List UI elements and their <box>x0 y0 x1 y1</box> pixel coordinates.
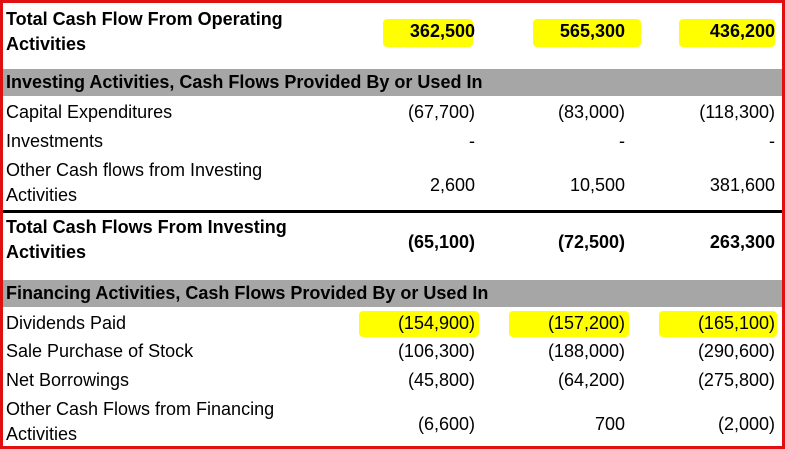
row-label: Other Cash flows from Investing Activiti… <box>6 160 263 205</box>
row-label: Net Borrowings <box>6 370 130 390</box>
row-sale-purchase-stock: Sale Purchase of Stock (106,300) (188,00… <box>3 339 782 367</box>
section-header-investing: Investing Activities, Cash Flows Provide… <box>3 69 782 96</box>
row-operating-total: Total Cash Flow From Operating Activitie… <box>3 7 782 59</box>
highlight-op-total-1 <box>383 19 473 47</box>
value-col-1: (45,800) <box>407 370 475 390</box>
value-col-2: (83,000) <box>557 102 625 122</box>
value-col-3: (118,300) <box>699 102 775 122</box>
highlight-dividends-1 <box>359 311 479 337</box>
row-investments: Investments - - - <box>3 129 782 157</box>
value-col-2: 10,500 <box>569 175 625 195</box>
value-col-2: (64,200) <box>557 370 625 390</box>
value-col-2: (188,000) <box>547 341 625 361</box>
row-other-financing: Other Cash Flows from Financing Activiti… <box>3 397 782 446</box>
value-col-2: 565,300 <box>559 21 625 41</box>
value-col-2: (72,500) <box>557 232 625 252</box>
row-label: Capital Expenditures <box>6 102 173 122</box>
row-label: Sale Purchase of Stock <box>6 341 194 361</box>
value-col-2: - <box>619 131 625 151</box>
value-col-1: (154,900) <box>397 313 475 333</box>
value-col-3: (275,800) <box>697 370 775 390</box>
value-col-3: (165,100) <box>697 313 775 333</box>
row-other-investing: Other Cash flows from Investing Activiti… <box>3 158 782 210</box>
highlight-op-total-2 <box>533 19 641 47</box>
value-col-1: (106,300) <box>397 341 475 361</box>
value-col-1: (65,100) <box>407 232 475 252</box>
highlight-dividends-2 <box>509 311 629 337</box>
section-title: Financing Activities, Cash Flows Provide… <box>6 283 489 303</box>
row-net-borrowings: Net Borrowings (45,800) (64,200) (275,80… <box>3 368 782 396</box>
row-dividends-paid: Dividends Paid (154,900) (157,200) (165,… <box>3 311 782 339</box>
row-label: Total Cash Flow From Operating Activitie… <box>6 9 283 54</box>
value-col-3: 381,600 <box>709 175 775 195</box>
value-col-3: 436,200 <box>709 21 775 41</box>
value-col-2: 700 <box>594 414 625 434</box>
divider <box>3 210 782 213</box>
section-header-financing: Financing Activities, Cash Flows Provide… <box>3 280 782 307</box>
value-col-1: 362,500 <box>409 21 475 41</box>
row-label: Dividends Paid <box>6 313 127 333</box>
section-title: Investing Activities, Cash Flows Provide… <box>6 72 483 92</box>
value-col-1: (6,600) <box>417 414 475 434</box>
row-label: Total Cash Flows From Investing Activiti… <box>6 217 287 262</box>
row-label: Other Cash Flows from Financing Activiti… <box>6 399 275 444</box>
value-col-3: 263,300 <box>709 232 775 252</box>
value-col-3: - <box>769 131 775 151</box>
row-label: Investments <box>6 131 104 151</box>
row-capital-expenditures: Capital Expenditures (67,700) (83,000) (… <box>3 100 782 128</box>
highlight-dividends-3 <box>659 311 777 337</box>
value-col-3: (2,000) <box>717 414 775 434</box>
value-col-2: (157,200) <box>547 313 625 333</box>
value-col-3: (290,600) <box>697 341 775 361</box>
row-investing-total: Total Cash Flows From Investing Activiti… <box>3 215 782 267</box>
value-col-1: (67,700) <box>407 102 475 122</box>
highlight-op-total-3 <box>679 19 775 47</box>
value-col-1: 2,600 <box>429 175 475 195</box>
value-col-1: - <box>469 131 475 151</box>
